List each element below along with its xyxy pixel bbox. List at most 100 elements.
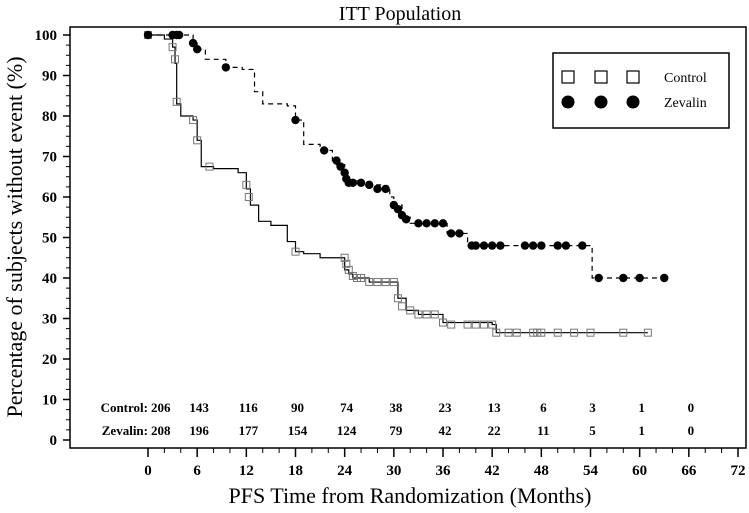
control-censor-mark <box>242 180 251 189</box>
control-legend-marker <box>626 70 640 84</box>
zevalin-censor-mark <box>365 180 374 190</box>
zevalin-censor-mark <box>520 241 530 250</box>
control-censor-mark <box>529 328 538 337</box>
control-censor-mark <box>406 306 415 315</box>
y-tick-label: 80 <box>42 109 57 125</box>
x-tick-label: 48 <box>534 463 549 479</box>
control-censor-mark <box>553 328 562 337</box>
zevalin-censor-mark <box>401 215 411 224</box>
zevalin-censor-mark <box>578 241 587 250</box>
zevalin-censor-mark <box>455 229 464 238</box>
x-axis-label: PFS Time from Randomization (Months) <box>228 483 591 508</box>
control-censor-mark <box>389 278 398 287</box>
control-censor-mark <box>342 259 351 268</box>
control-censor-mark <box>439 318 447 327</box>
control-risk-count: 0 <box>688 400 695 415</box>
zevalin-risk-count: 22 <box>488 423 501 438</box>
zevalin-censor-mark <box>446 229 456 238</box>
x-tick-label: 42 <box>485 463 500 479</box>
y-tick-label: 90 <box>42 69 57 85</box>
zevalin-censor-mark <box>528 241 538 250</box>
control-risk-count: 206 <box>151 400 171 415</box>
zevalin-censor-mark <box>479 241 489 250</box>
zevalin-risk-count: 177 <box>239 423 259 438</box>
control-censor-mark <box>492 328 501 337</box>
control-censor-mark <box>422 310 431 319</box>
zevalin-censor-mark <box>430 219 440 228</box>
control-censor-mark <box>533 328 542 337</box>
control-censor-mark <box>471 320 480 329</box>
control-legend-label: Control <box>664 71 707 86</box>
control-censor-mark <box>512 328 521 337</box>
control-censor-mark <box>244 193 253 201</box>
x-tick-label: 36 <box>436 463 452 479</box>
legend-box <box>552 52 730 129</box>
control-censor-mark <box>430 310 439 319</box>
control-censor-mark <box>291 247 300 256</box>
control-risk-count: 143 <box>189 400 209 415</box>
y-tick-label: 50 <box>42 231 57 247</box>
control-censor-mark <box>414 310 423 319</box>
control-risk-count: 6 <box>540 400 547 415</box>
control-risk-count: 38 <box>389 400 403 415</box>
zevalin-censor-mark <box>422 219 431 228</box>
zevalin-censor-mark <box>174 30 184 40</box>
zevalin-censor-mark <box>414 219 423 228</box>
zevalin-censor-mark <box>619 273 628 283</box>
x-tick-label: 12 <box>239 463 254 479</box>
control-censor-mark <box>193 136 202 145</box>
zevalin-risk-count: 0 <box>688 423 695 438</box>
x-tick-label: 54 <box>583 463 599 479</box>
control-censor-mark <box>373 278 382 287</box>
x-axis: 0 6 12 18 24 30 36 42 48 54 60 66 72 <box>144 448 746 479</box>
control-censor-mark <box>504 328 513 337</box>
control-risk-count: 3 <box>589 400 596 415</box>
control-censor-mark <box>393 294 402 303</box>
control-risk-count: 1 <box>638 400 645 415</box>
zevalin-censor-mark <box>143 30 153 40</box>
control-censor-mark <box>537 328 546 337</box>
zevalin-risk-count: 42 <box>439 423 452 438</box>
zevalin-censor-mark <box>373 184 382 194</box>
x-tick-label: 66 <box>681 463 697 479</box>
zevalin-risk-count: 5 <box>589 423 596 438</box>
control-risk-count: 23 <box>439 400 453 415</box>
zevalin-risk-count: 208 <box>151 423 171 438</box>
zevalin-risk-count: 1 <box>638 423 645 438</box>
zevalin-censor-mark <box>537 241 546 250</box>
control-censor-mark <box>586 328 595 337</box>
control-curve <box>148 34 648 334</box>
zevalin-censor-mark <box>332 156 341 165</box>
zevalin-censor-mark <box>487 241 497 250</box>
zevalin-censor-mark <box>561 241 571 250</box>
x-tick-label: 60 <box>632 463 647 479</box>
curves <box>143 30 669 337</box>
zevalin-censor-mark <box>319 146 329 155</box>
control-censor-mark <box>189 116 198 125</box>
control-legend-marker <box>561 70 575 84</box>
y-tick-label: 40 <box>42 271 57 287</box>
control-censor-mark <box>168 43 177 52</box>
y-tick-label: 100 <box>35 28 58 44</box>
y-tick-label: 10 <box>42 393 57 409</box>
x-tick-label: 30 <box>386 463 401 479</box>
zevalin-risk-count: 154 <box>288 423 308 438</box>
y-axis: 0 10 20 30 40 50 60 70 80 90 100 <box>35 28 70 449</box>
zevalin-censor-mark <box>393 204 403 214</box>
control-censor-mark <box>340 253 349 262</box>
control-risk-count: 90 <box>291 400 304 415</box>
control-risk-count: 74 <box>340 400 354 415</box>
zevalin-censor-mark <box>221 63 231 72</box>
zevalin-censor-mark <box>291 115 300 125</box>
zevalin-censor-mark <box>496 241 505 250</box>
zevalin-risk-count: 11 <box>537 423 549 438</box>
control-censor-mark <box>479 320 488 329</box>
control-censor-mark <box>619 328 628 337</box>
control-legend-marker <box>594 70 608 84</box>
control-censor-mark <box>463 320 472 329</box>
zevalin-legend-marker <box>626 95 640 109</box>
y-tick-label: 20 <box>42 352 57 368</box>
control-censor-mark <box>344 265 353 274</box>
